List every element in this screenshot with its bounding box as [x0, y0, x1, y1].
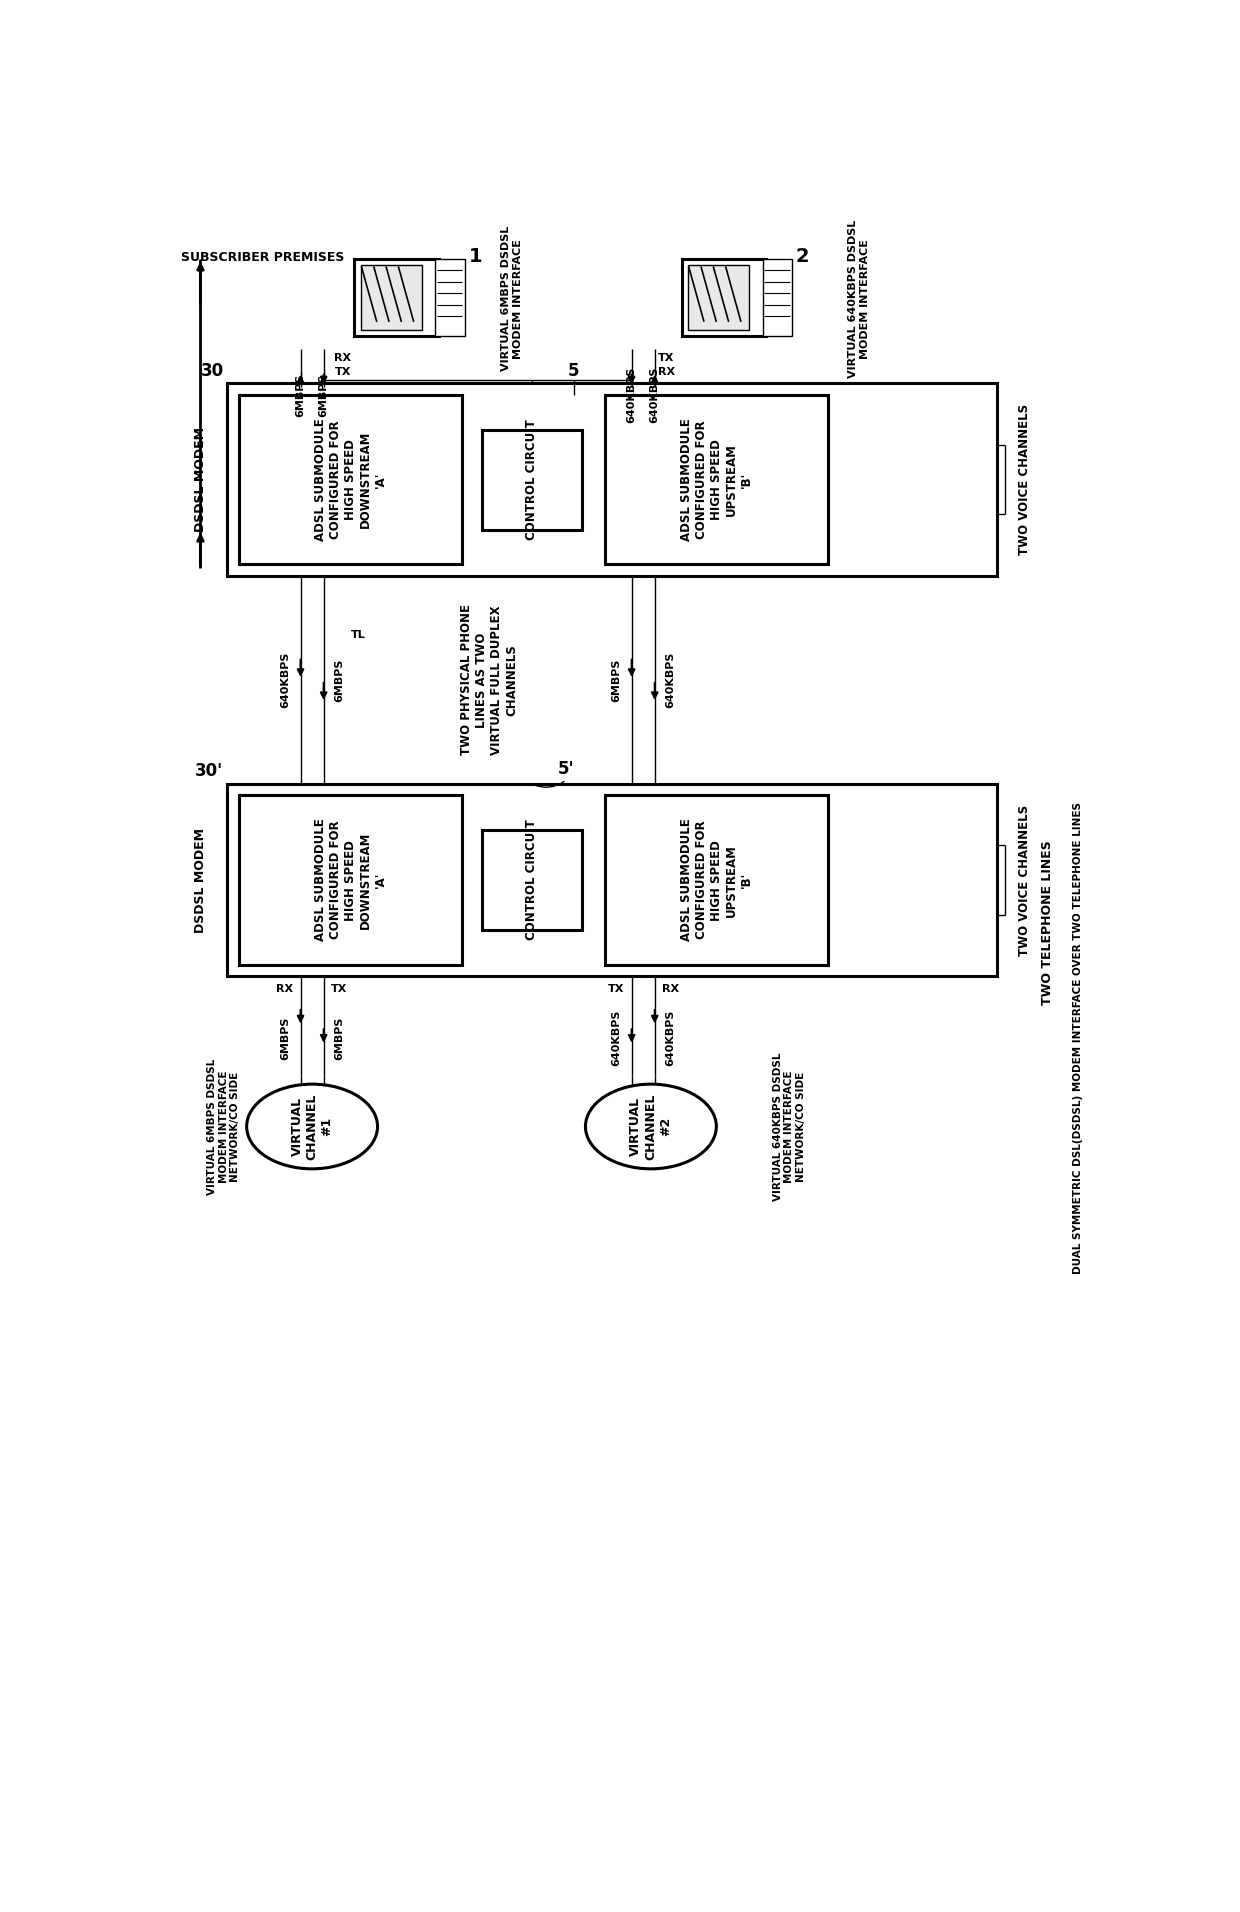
- Text: TWO TELEPHONE LINES: TWO TELEPHONE LINES: [1040, 839, 1054, 1006]
- Bar: [605, 795, 828, 966]
- Text: TX: TX: [608, 985, 624, 994]
- Bar: [227, 384, 997, 576]
- Text: 640KBPS: 640KBPS: [626, 367, 636, 423]
- Text: 640KBPS: 640KBPS: [665, 1010, 675, 1067]
- Bar: [239, 396, 463, 564]
- Text: ADSL SUBMODULE
CONFIGURED FOR
HIGH SPEED
UPSTREAM
'B': ADSL SUBMODULE CONFIGURED FOR HIGH SPEED…: [680, 419, 753, 541]
- Text: VIRTUAL 640KBPS DSDSL
MODEM INTERFACE: VIRTUAL 640KBPS DSDSL MODEM INTERFACE: [848, 220, 869, 379]
- Bar: [605, 396, 828, 564]
- Text: TX: TX: [331, 985, 347, 994]
- Text: VIRTUAL
CHANNEL
#2: VIRTUAL CHANNEL #2: [630, 1094, 672, 1161]
- Bar: [355, 258, 439, 337]
- Bar: [682, 258, 766, 337]
- Text: RX: RX: [662, 985, 680, 994]
- Bar: [763, 258, 792, 337]
- Bar: [435, 258, 465, 337]
- Text: 30': 30': [195, 763, 223, 780]
- Bar: [688, 266, 749, 329]
- Text: 640KBPS: 640KBPS: [650, 367, 660, 423]
- Text: ADSL SUBMODULE
CONFIGURED FOR
HIGH SPEED
DOWNSTREAM
'A': ADSL SUBMODULE CONFIGURED FOR HIGH SPEED…: [314, 419, 387, 541]
- Text: TWO PHYSICAL PHONE
LINES AS TWO
VIRTUAL FULL DUPLEX
CHANNELS: TWO PHYSICAL PHONE LINES AS TWO VIRTUAL …: [460, 604, 518, 755]
- Text: VIRTUAL 640KBPS DSDSL
MODEM INTERFACE
NETWORK/CO SIDE: VIRTUAL 640KBPS DSDSL MODEM INTERFACE NE…: [773, 1052, 806, 1201]
- Text: RX: RX: [335, 352, 351, 363]
- Text: 2: 2: [796, 247, 810, 266]
- Bar: [361, 266, 422, 329]
- Text: 30: 30: [201, 361, 223, 380]
- Text: CONTROL CIRCUIT: CONTROL CIRCUIT: [525, 820, 538, 941]
- Text: VIRTUAL 6MBPS DSDSL
MODEM INTERFACE
NETWORK/CO SIDE: VIRTUAL 6MBPS DSDSL MODEM INTERFACE NETW…: [207, 1059, 241, 1195]
- Text: 6MBPS: 6MBPS: [334, 658, 343, 702]
- Bar: [481, 430, 582, 530]
- Text: VIRTUAL 6MBPS DSDSL
MODEM INTERFACE: VIRTUAL 6MBPS DSDSL MODEM INTERFACE: [501, 226, 523, 371]
- Text: 640KBPS: 640KBPS: [280, 652, 290, 707]
- Text: CONTROL CIRCUIT: CONTROL CIRCUIT: [525, 419, 538, 539]
- Text: 640KBPS: 640KBPS: [665, 652, 675, 707]
- Text: SUBSCRIBER PREMISES: SUBSCRIBER PREMISES: [181, 250, 345, 264]
- Text: 1: 1: [469, 247, 482, 266]
- Bar: [481, 830, 582, 929]
- Text: TX: TX: [335, 367, 351, 377]
- Text: DSDSL MODEM: DSDSL MODEM: [193, 828, 207, 933]
- Text: TX: TX: [658, 352, 675, 363]
- Text: TL: TL: [351, 629, 366, 641]
- Bar: [239, 795, 463, 966]
- Text: RX: RX: [657, 367, 675, 377]
- Text: 640KBPS: 640KBPS: [611, 1010, 621, 1067]
- Text: 6MBPS: 6MBPS: [295, 373, 305, 417]
- Text: DUAL SYMMETRIC DSL(DSDSL) MODEM INTERFACE OVER TWO TELEPHONE LINES: DUAL SYMMETRIC DSL(DSDSL) MODEM INTERFAC…: [1074, 801, 1084, 1273]
- Text: TWO VOICE CHANNELS: TWO VOICE CHANNELS: [1018, 403, 1030, 554]
- Text: 6MBPS: 6MBPS: [319, 373, 329, 417]
- Bar: [227, 784, 997, 977]
- Text: ADSL SUBMODULE
CONFIGURED FOR
HIGH SPEED
UPSTREAM
'B': ADSL SUBMODULE CONFIGURED FOR HIGH SPEED…: [680, 818, 753, 941]
- Text: 6MBPS: 6MBPS: [611, 658, 621, 702]
- Text: 5': 5': [558, 759, 574, 778]
- Text: 6MBPS: 6MBPS: [280, 1017, 290, 1059]
- Text: DSDSL MODEM: DSDSL MODEM: [193, 426, 207, 532]
- Text: ADSL SUBMODULE
CONFIGURED FOR
HIGH SPEED
DOWNSTREAM
'A': ADSL SUBMODULE CONFIGURED FOR HIGH SPEED…: [314, 818, 387, 941]
- Text: 6MBPS: 6MBPS: [334, 1017, 343, 1059]
- Text: TWO VOICE CHANNELS: TWO VOICE CHANNELS: [1018, 805, 1030, 956]
- Text: 5: 5: [568, 361, 579, 380]
- Text: VIRTUAL
CHANNEL
#1: VIRTUAL CHANNEL #1: [290, 1094, 334, 1161]
- Text: RX: RX: [275, 985, 293, 994]
